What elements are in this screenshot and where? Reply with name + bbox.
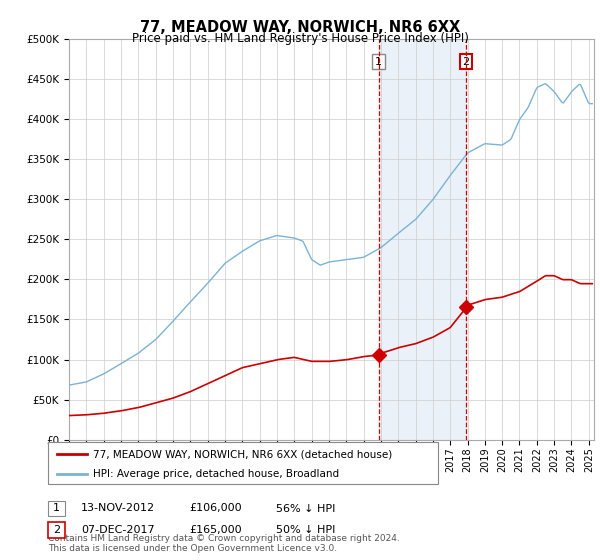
Text: £165,000: £165,000 (189, 525, 242, 535)
Text: 77, MEADOW WAY, NORWICH, NR6 6XX: 77, MEADOW WAY, NORWICH, NR6 6XX (140, 20, 460, 35)
Text: 07-DEC-2017: 07-DEC-2017 (81, 525, 155, 535)
Text: 2: 2 (53, 525, 60, 535)
Text: 1: 1 (375, 57, 382, 67)
Text: 2: 2 (463, 57, 470, 67)
Text: £106,000: £106,000 (189, 503, 242, 514)
Text: 1: 1 (53, 503, 60, 514)
Text: Price paid vs. HM Land Registry's House Price Index (HPI): Price paid vs. HM Land Registry's House … (131, 32, 469, 45)
Text: 56% ↓ HPI: 56% ↓ HPI (276, 503, 335, 514)
Bar (379, 39, 466, 440)
Text: 13-NOV-2012: 13-NOV-2012 (81, 503, 155, 514)
Text: 77, MEADOW WAY, NORWICH, NR6 6XX (detached house): 77, MEADOW WAY, NORWICH, NR6 6XX (detach… (93, 449, 392, 459)
Text: HPI: Average price, detached house, Broadland: HPI: Average price, detached house, Broa… (93, 469, 339, 479)
Text: Contains HM Land Registry data © Crown copyright and database right 2024.
This d: Contains HM Land Registry data © Crown c… (48, 534, 400, 553)
Text: 50% ↓ HPI: 50% ↓ HPI (276, 525, 335, 535)
